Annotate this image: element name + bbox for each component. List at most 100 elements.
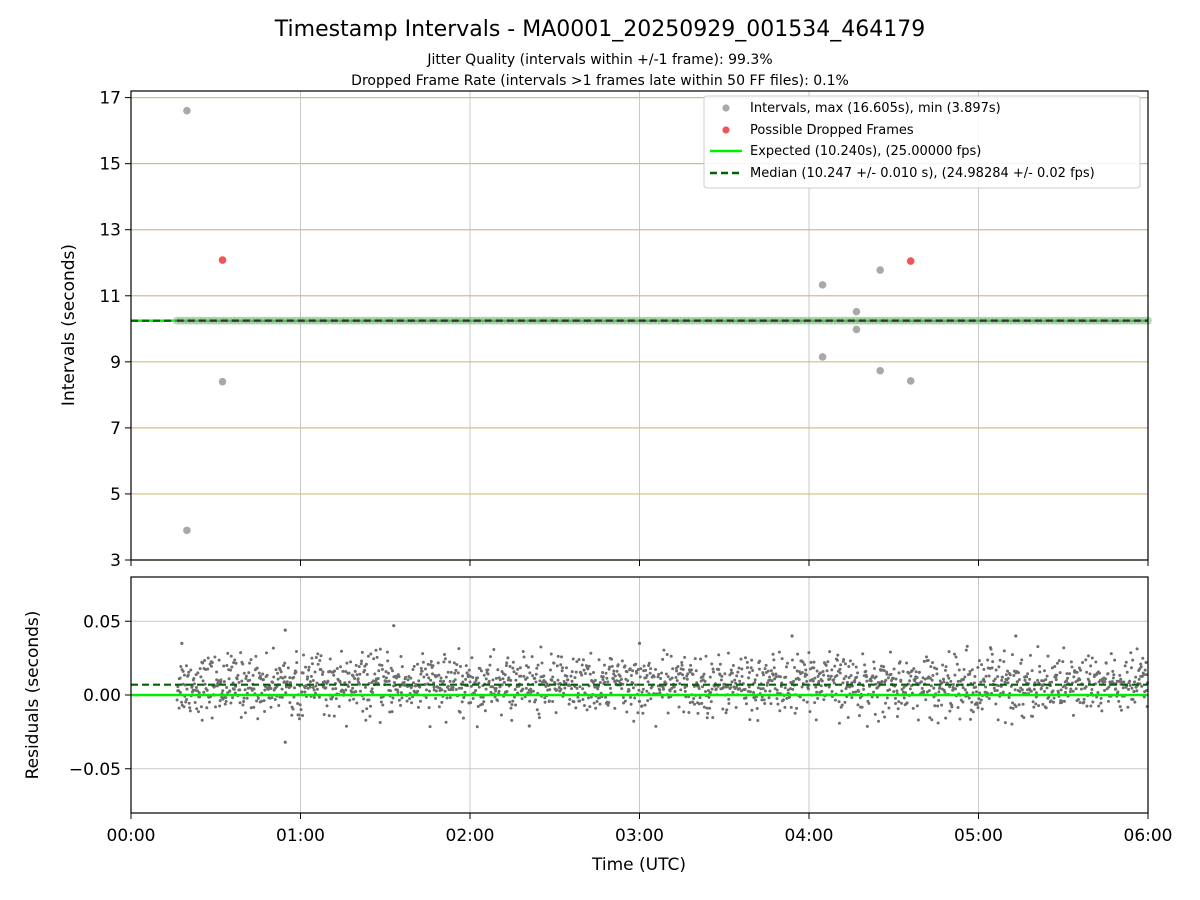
- residual-point: [364, 662, 368, 666]
- residual-point: [457, 647, 461, 651]
- residual-point: [581, 658, 585, 662]
- residual-point: [529, 689, 533, 693]
- residual-point: [224, 699, 228, 703]
- residual-point: [213, 705, 217, 709]
- residual-point: [730, 680, 734, 684]
- residual-point: [1020, 688, 1024, 692]
- residual-point: [848, 685, 852, 689]
- bottom-x-ticks: 00:00 01:00 02:00 03:00 04:00 05:00 06:00: [107, 813, 1173, 846]
- residual-point: [603, 680, 607, 684]
- residual-point: [496, 668, 500, 672]
- residual-point: [703, 690, 707, 694]
- residual-point: [1033, 681, 1037, 685]
- residual-point: [248, 678, 252, 682]
- residual-point: [409, 676, 413, 680]
- residual-point: [980, 707, 984, 711]
- residual-point: [850, 696, 854, 700]
- residual-point: [1085, 670, 1089, 674]
- residual-point: [391, 696, 395, 700]
- residual-point: [693, 657, 697, 661]
- residual-point: [791, 687, 795, 691]
- top-y-axis-label: Intervals (seconds): [59, 244, 79, 406]
- residual-point: [626, 679, 630, 683]
- residual-point: [355, 701, 359, 705]
- residual-point: [1139, 665, 1143, 669]
- residual-point: [223, 702, 227, 706]
- residual-point: [835, 658, 839, 662]
- residual-point: [768, 689, 772, 693]
- residual-point: [1026, 672, 1030, 676]
- residual-point: [671, 667, 675, 671]
- residual-point: [205, 688, 209, 692]
- residual-point: [781, 698, 785, 702]
- residual-point: [423, 682, 427, 686]
- residual-point: [1043, 689, 1047, 693]
- residual-point: [1119, 708, 1123, 712]
- residual-point: [738, 687, 742, 691]
- residual-point: [965, 644, 969, 648]
- residual-point: [181, 669, 185, 673]
- residual-point: [559, 687, 563, 691]
- residual-point: [326, 679, 330, 683]
- residual-point: [476, 705, 480, 709]
- residual-point: [726, 651, 730, 655]
- residual-point: [427, 676, 431, 680]
- residual-point: [1078, 678, 1082, 682]
- residual-point: [229, 701, 233, 705]
- residual-point: [973, 675, 977, 679]
- residual-point: [416, 662, 420, 666]
- residual-point: [933, 704, 937, 708]
- top-y-tick-label: 17: [99, 89, 121, 109]
- residual-point: [263, 710, 267, 714]
- residual-point: [640, 690, 644, 694]
- residual-point: [579, 671, 583, 675]
- residual-point: [463, 690, 467, 694]
- residual-point: [454, 688, 458, 692]
- residual-point: [399, 655, 403, 659]
- residual-point: [249, 658, 253, 662]
- residual-point: [935, 672, 939, 676]
- residual-point: [657, 672, 661, 676]
- residual-point: [434, 697, 438, 701]
- residual-point: [185, 687, 189, 691]
- top-dropped-points: [218, 256, 915, 265]
- residual-point: [660, 671, 664, 675]
- residual-point: [721, 707, 725, 711]
- residual-point: [1020, 658, 1024, 662]
- residual-point: [323, 680, 327, 684]
- residual-point: [982, 667, 986, 671]
- residual-point: [588, 705, 592, 709]
- residual-point: [604, 695, 608, 699]
- residual-point: [1112, 673, 1116, 677]
- residual-point: [244, 674, 248, 678]
- residual-point: [316, 662, 320, 666]
- residual-point: [606, 703, 610, 707]
- residual-point: [1042, 669, 1046, 673]
- residual-point: [581, 687, 585, 691]
- residual-point: [207, 700, 211, 704]
- residual-point: [815, 690, 819, 694]
- residual-point: [242, 696, 246, 700]
- residual-point: [753, 680, 757, 684]
- residual-point: [643, 703, 647, 707]
- residual-point: [875, 695, 879, 699]
- residual-point: [745, 660, 749, 664]
- residual-point: [217, 658, 221, 662]
- residual-point: [924, 698, 928, 702]
- residual-point: [998, 658, 1002, 662]
- residual-point: [685, 677, 689, 681]
- residual-point: [889, 679, 893, 683]
- residual-point: [580, 663, 584, 667]
- residual-point: [705, 706, 709, 710]
- residual-point: [649, 667, 653, 671]
- residual-point: [796, 652, 800, 656]
- residual-point: [963, 688, 967, 692]
- residual-point: [894, 701, 898, 705]
- residual-point: [1037, 704, 1041, 708]
- residual-point: [754, 698, 758, 702]
- residual-point: [673, 690, 677, 694]
- residual-point: [755, 707, 759, 711]
- residual-point: [311, 679, 315, 683]
- residual-point: [303, 690, 307, 694]
- residual-point: [358, 672, 362, 676]
